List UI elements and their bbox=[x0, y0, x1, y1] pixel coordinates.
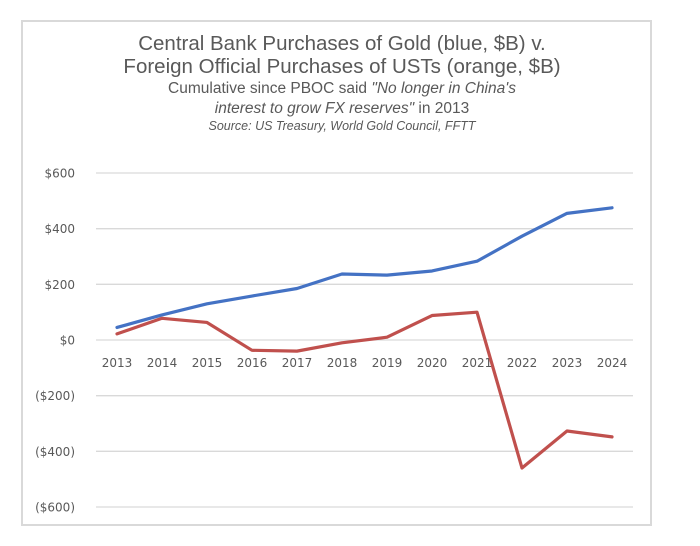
chart-subtitle-line-1: Cumulative since PBOC said "No longer in… bbox=[21, 79, 663, 98]
y-tick-label: $200 bbox=[44, 278, 75, 292]
x-tick-label: 2015 bbox=[192, 356, 223, 370]
x-tick-label: 2021 bbox=[462, 356, 493, 370]
x-tick-label: 2017 bbox=[282, 356, 313, 370]
series-line-usts bbox=[115, 310, 614, 470]
x-tick-label: 2013 bbox=[102, 356, 133, 370]
x-tick-label: 2018 bbox=[327, 356, 358, 370]
y-tick-label: ($200) bbox=[35, 389, 75, 403]
x-axis-labels: 2013 2014 2015 2016 2017 2018 2019 2020 2021 2022… bbox=[102, 356, 628, 370]
y-tick-label: $600 bbox=[44, 167, 75, 181]
x-tick-label: 2016 bbox=[237, 356, 268, 370]
x-tick-label: 2020 bbox=[417, 356, 448, 370]
x-tick-label: 2014 bbox=[147, 356, 178, 370]
x-tick-label: 2022 bbox=[507, 356, 538, 370]
chart-subtitle-line-2: interest to grow FX reserves" in 2013 bbox=[21, 99, 663, 118]
x-tick-label: 2024 bbox=[597, 356, 628, 370]
subtitle-plain-1: Cumulative since PBOC said bbox=[168, 80, 372, 97]
series-lines bbox=[115, 206, 614, 470]
y-axis-labels: $600 $400 $200 $0 ($200) ($400) ($600) bbox=[35, 167, 75, 515]
subtitle-plain-2: in 2013 bbox=[414, 100, 470, 117]
x-tick-label: 2019 bbox=[372, 356, 403, 370]
chart-titles: Central Bank Purchases of Gold (blue, $B… bbox=[21, 32, 663, 134]
subtitle-quote-1: "No longer in China's bbox=[371, 80, 516, 97]
y-tick-label: $0 bbox=[60, 334, 75, 348]
y-tick-label: ($600) bbox=[35, 501, 75, 515]
chart-frame bbox=[21, 20, 652, 526]
x-tick-label: 2023 bbox=[552, 356, 583, 370]
chart-source: Source: US Treasury, World Gold Council,… bbox=[208, 119, 476, 133]
subtitle-quote-2: interest to grow FX reserves" bbox=[214, 100, 415, 117]
chart-title-line-2: Foreign Official Purchases of USTs (oran… bbox=[123, 55, 561, 78]
y-tick-label: $400 bbox=[44, 222, 75, 236]
y-tick-label: ($400) bbox=[35, 445, 75, 459]
chart-title-line-1: Central Bank Purchases of Gold (blue, $B… bbox=[138, 32, 546, 55]
series-line-gold bbox=[115, 206, 614, 330]
